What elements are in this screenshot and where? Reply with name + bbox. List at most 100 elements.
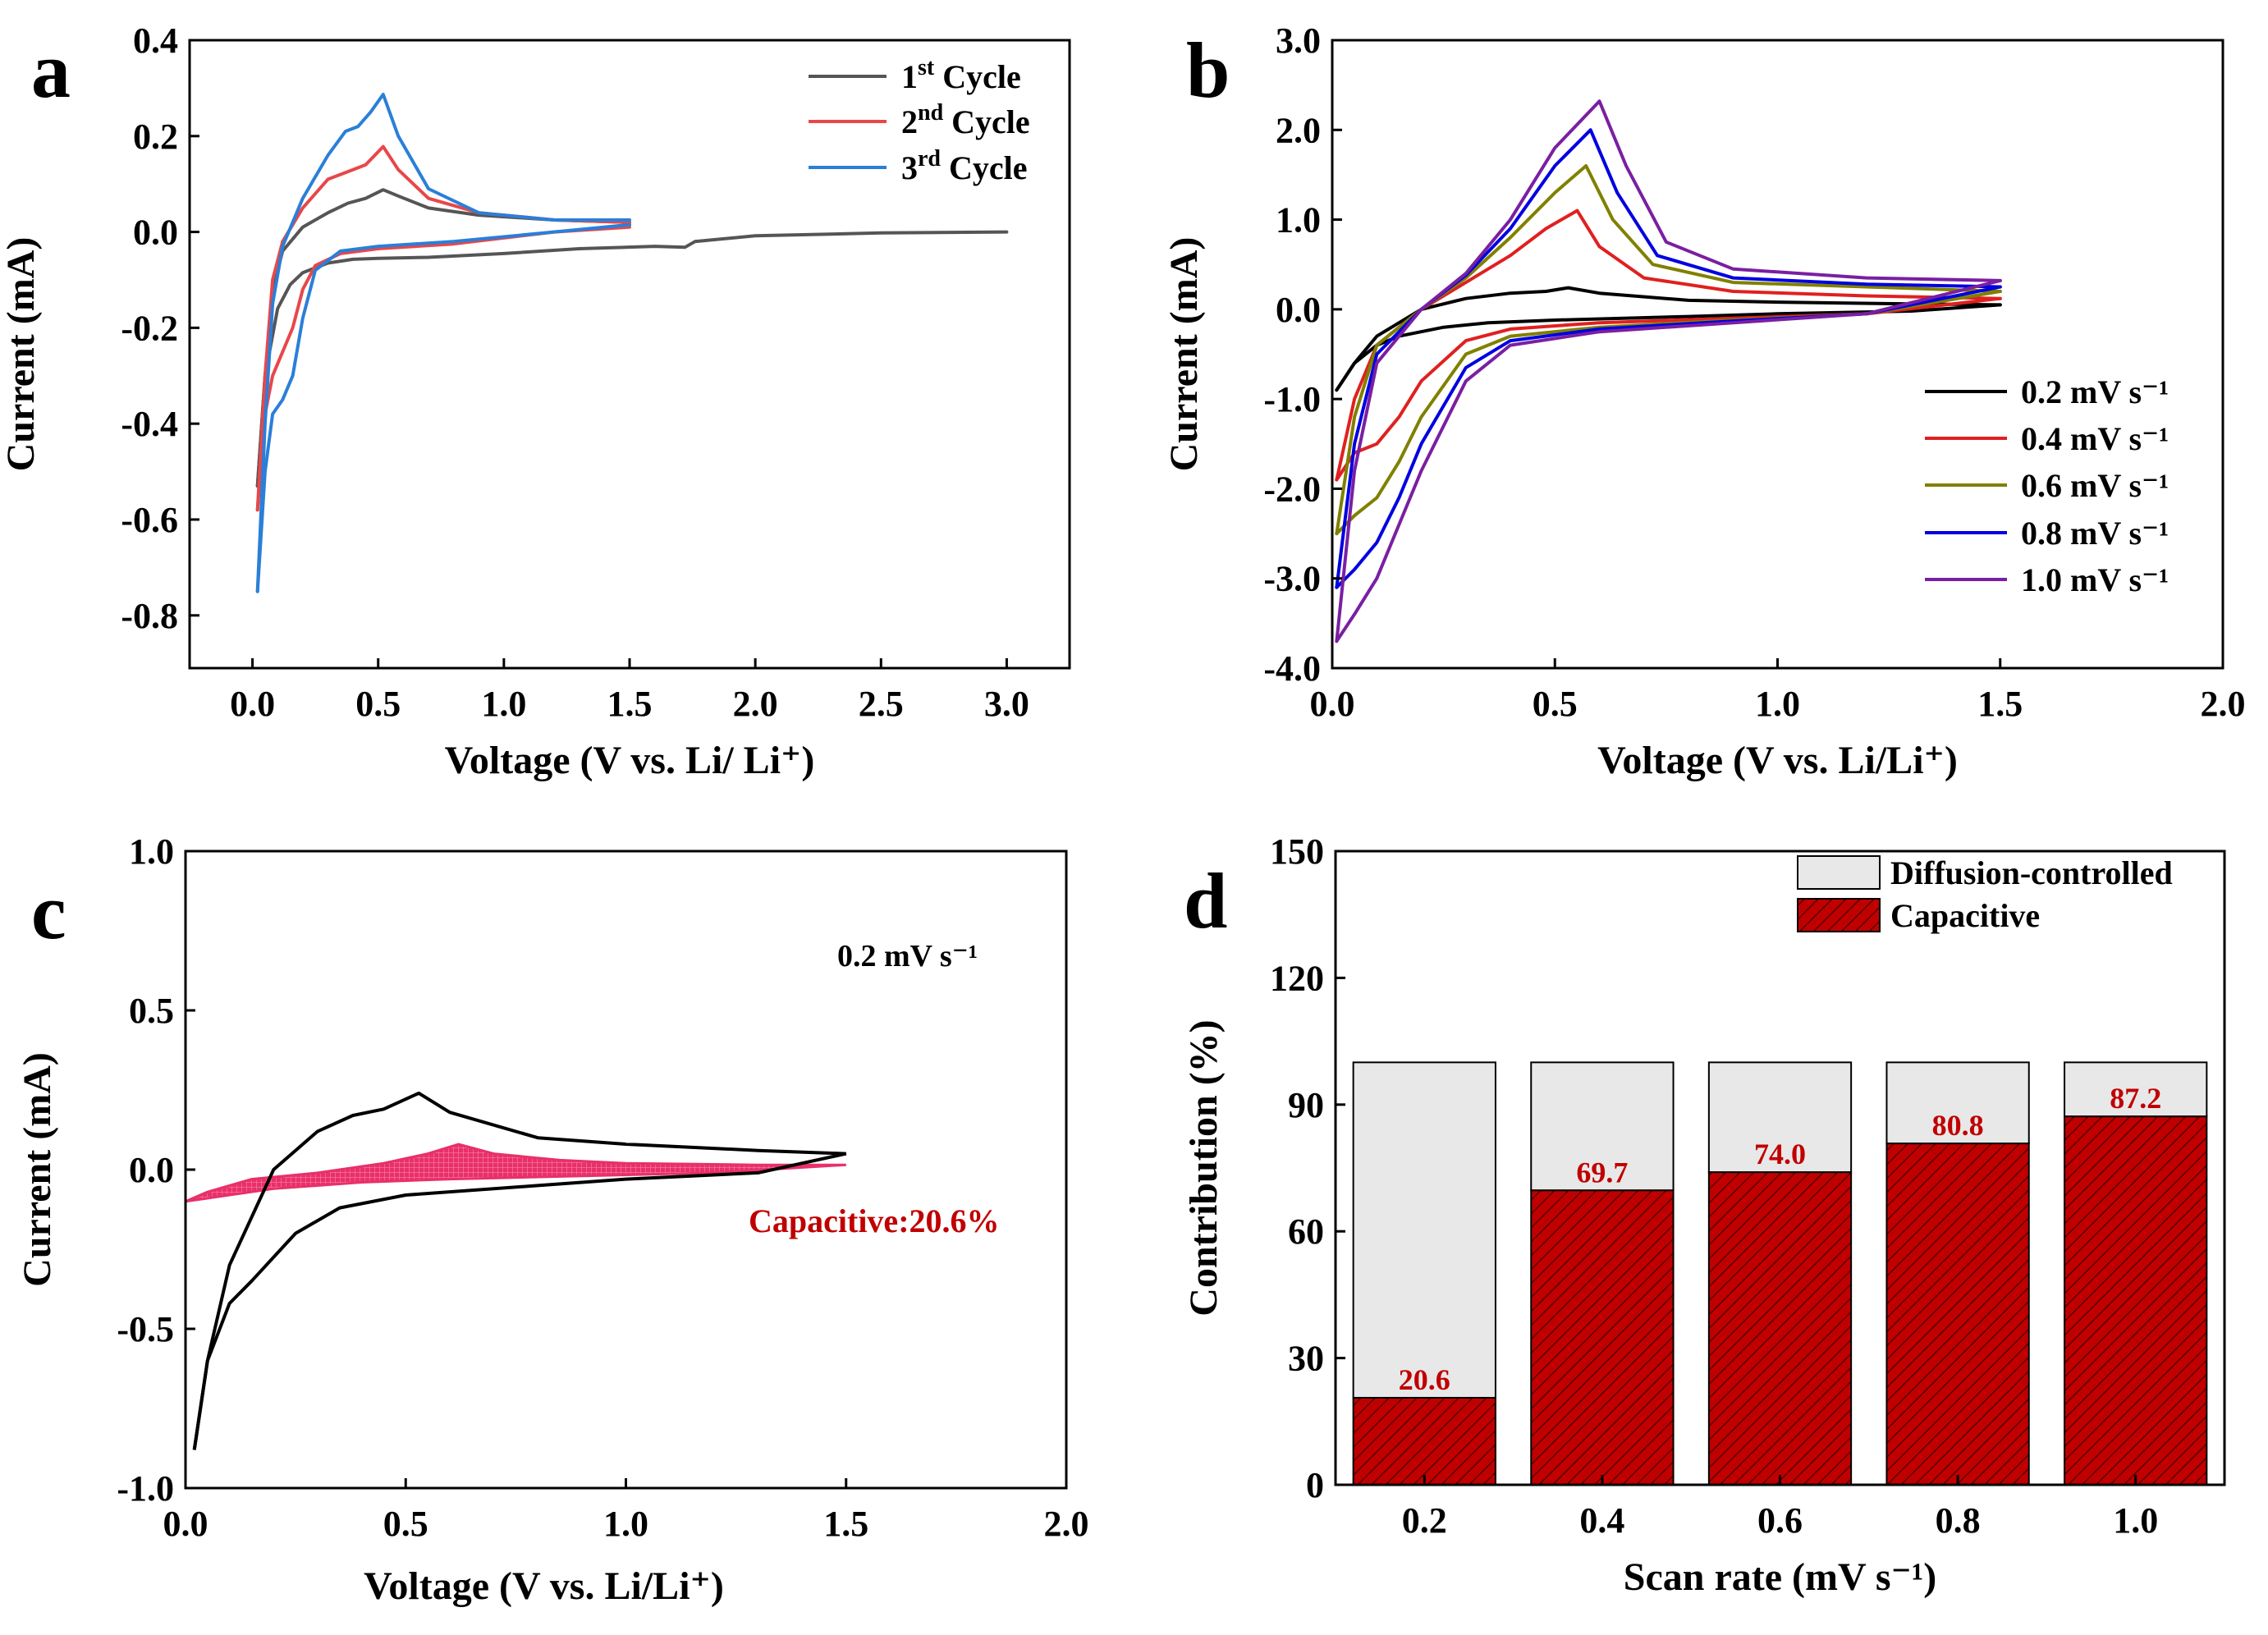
panel-b-ytick-label: 2.0 <box>1276 110 1321 150</box>
panel-d-legend: Diffusion-controlled Capacitive <box>1797 854 2173 934</box>
panel-c-y-axis-title: Current (mA) <box>16 1052 59 1287</box>
panel-a-frame <box>188 39 1071 670</box>
legend-label-rate-0.6: 0.6 mV s⁻¹ <box>2021 467 2169 504</box>
panel-a-ytick-label: -0.2 <box>121 308 178 348</box>
panel-a-series-3rd-cycle <box>255 222 631 593</box>
panel-c-xtick-label: 1.0 <box>603 1504 648 1544</box>
panel-a-xtick-label: 2.5 <box>859 684 904 724</box>
panel-c-axes: 0.0 0.5 1.0 1.5 2.0 1.0 0.5 0.0 -0.5 -1.0 Voltage … <box>16 831 1089 1608</box>
panel-b-series-0-8-mv-s-upper <box>1335 128 2002 589</box>
panel-c-ytick-label: -1.0 <box>117 1468 174 1509</box>
panel-a-ytick-label: 0.2 <box>133 117 178 157</box>
panel-a-ytick-label: -0.4 <box>121 404 178 444</box>
panel-label-d: d <box>1184 857 1227 945</box>
panel-b-chart: 0.0 0.5 1.0 1.5 2.0 3.0 2.0 1.0 0.0 -1.0 -2.0 -3.0 -… <box>1162 21 2246 782</box>
panel-b-ytick-label: -3.0 <box>1263 559 1321 599</box>
panel-c-capacitive-area <box>185 1143 846 1203</box>
bar-data-label-0-8: 80.8 <box>1932 1109 1984 1142</box>
panel-d-ytick-label: 150 <box>1270 831 1324 872</box>
panel-b-series-1-0-mv-s-lower <box>1335 278 2002 643</box>
panel-b-ytick-label: 3.0 <box>1276 21 1321 61</box>
panel-a-ytick-label: -0.6 <box>121 500 178 540</box>
panel-a-axes: 0.0 0.5 1.0 1.5 2.0 2.5 3.0 0.4 0.2 0.0 -0.2 -0.4 -0… <box>0 21 1071 782</box>
panel-a-series-3rd-cycle-return <box>255 93 631 593</box>
legend-label-1st-cycle: 1st Cycle <box>901 55 1021 95</box>
legend-label-rate-0.4: 0.4 mV s⁻¹ <box>2021 420 2169 457</box>
panel-c-ytick-label: 1.0 <box>129 831 174 872</box>
panel-b-axes: 0.0 0.5 1.0 1.5 2.0 3.0 2.0 1.0 0.0 -1.0 -2.0 -3.0 -… <box>1162 21 2246 782</box>
panel-d-x-axis-title: Scan rate (mV s⁻¹) <box>1624 1555 1936 1599</box>
bar-data-label-0-6: 74.0 <box>1754 1138 1806 1170</box>
panel-a-ytick-label: -0.8 <box>121 596 178 636</box>
panel-c-xtick-label: 0.0 <box>163 1504 208 1544</box>
legend-label-rate-1.0: 1.0 mV s⁻¹ <box>2021 561 2169 598</box>
panel-c-x-axis-title: Voltage (V vs. Li/Li⁺) <box>364 1564 724 1608</box>
panel-b-xtick-label: 2.0 <box>2201 684 2246 724</box>
panel-c-xtick-label: 0.5 <box>383 1504 428 1544</box>
bar-capacitive-0-2 <box>1352 1396 1496 1486</box>
legend-label-capacitive: Capacitive <box>1890 897 2040 934</box>
panel-c-capacitive-annotation: Capacitive:20.6% <box>749 1202 1000 1239</box>
bar-data-label-0-2: 20.6 <box>1399 1363 1450 1396</box>
panel-label-a: a <box>31 26 71 114</box>
panel-d-chart: 20.6 69.7 74.0 80.8 87.2 0.2 0.4 0.6 0.8 1.0 0 30 6… <box>1182 831 2226 1599</box>
panel-d-ytick-label: 30 <box>1288 1339 1324 1379</box>
panel-d-ytick-label: 60 <box>1288 1211 1324 1252</box>
panel-b-series-0-6-mv-s-upper <box>1335 164 2002 536</box>
panel-d-xtick-label: 0.8 <box>1936 1500 1981 1541</box>
panel-b-ytick-label: 1.0 <box>1276 200 1321 240</box>
panel-b-ytick-label: -2.0 <box>1263 469 1321 509</box>
panel-d-ytick-label: 120 <box>1270 958 1324 998</box>
panel-d-frame <box>1334 850 2226 1486</box>
panel-d-xtick-label: 0.2 <box>1402 1500 1447 1541</box>
panel-a-series-2nd-cycle <box>255 225 631 512</box>
panel-a-y-axis-title: Current (mA) <box>0 237 43 472</box>
panel-d-xtick-label: 1.0 <box>2113 1500 2158 1541</box>
bar-capacitive-1-0 <box>2064 1115 2208 1486</box>
panel-label-c: c <box>31 868 66 955</box>
legend-label-2nd-cycle: 2nd Cycle <box>901 100 1030 140</box>
panel-b-x-axis-title: Voltage (V vs. Li/Li⁺) <box>1597 739 1958 782</box>
panel-label-b: b <box>1186 26 1230 114</box>
panel-a-xtick-label: 2.0 <box>733 684 778 724</box>
panel-a-x-axis-title: Voltage (V vs. Li/ Li⁺) <box>445 739 815 782</box>
panel-d-ytick-label: 0 <box>1306 1465 1324 1505</box>
panel-d-bars: 20.6 69.7 74.0 80.8 87.2 <box>1352 1061 2208 1486</box>
panel-c-scan-rate-annotation: 0.2 mV s⁻¹ <box>837 939 978 973</box>
panel-c-chart: 0.0 0.5 1.0 1.5 2.0 1.0 0.5 0.0 -0.5 -1.0 Voltage … <box>16 831 1089 1608</box>
panel-b-ytick-label: -4.0 <box>1263 648 1321 689</box>
legend-label-rate-0.2: 0.2 mV s⁻¹ <box>2021 373 2169 410</box>
panel-a-ytick-label: 0.0 <box>133 213 178 253</box>
panel-b-ytick-label: 0.0 <box>1276 290 1321 330</box>
panel-b-series-0-8-mv-s-lower <box>1335 285 2002 589</box>
bar-data-label-0-4: 69.7 <box>1576 1156 1628 1188</box>
panel-d-y-axis-title: Contribution (%) <box>1182 1019 1226 1316</box>
panel-b-series-0-2-mv-s-lower <box>1335 303 2002 392</box>
panel-b-series-1-0-mv-s-upper <box>1335 99 2002 643</box>
panel-c-xtick-label: 1.5 <box>823 1504 868 1544</box>
legend-label-3rd-cycle: 3rd Cycle <box>901 146 1028 186</box>
panel-b-xtick-label: 1.0 <box>1755 684 1800 724</box>
panel-a-xtick-label: 0.5 <box>355 684 401 724</box>
panel-c-xtick-label: 2.0 <box>1044 1504 1089 1544</box>
bar-capacitive-0-6 <box>1707 1171 1853 1486</box>
panel-c-series-measured-lower <box>192 1152 847 1450</box>
bar-diffusion-0-2 <box>1352 1061 1496 1399</box>
bar-capacitive-0-4 <box>1530 1189 1675 1486</box>
legend-swatch-diffusion <box>1797 855 1881 890</box>
panel-a-legend: 1st Cycle 2nd Cycle 3rd Cycle <box>809 55 1030 186</box>
panel-b-xtick-label: 1.5 <box>1977 684 2023 724</box>
panel-a-series <box>255 93 1009 593</box>
panel-c-series <box>185 1091 847 1450</box>
panel-c-ytick-label: 0.0 <box>129 1150 174 1190</box>
panel-b-series-0-2-mv-s-upper <box>1335 286 2002 392</box>
panel-a-series-2nd-cycle-return <box>255 144 631 512</box>
bar-capacitive-0-8 <box>1885 1143 2030 1486</box>
panel-a-ytick-label: 0.4 <box>133 21 178 61</box>
panel-d-xtick-label: 0.6 <box>1757 1500 1803 1541</box>
legend-label-rate-0.8: 0.8 mV s⁻¹ <box>2021 515 2169 552</box>
panel-d-ytick-label: 90 <box>1288 1085 1324 1125</box>
panel-c-ytick-label: 0.5 <box>129 991 174 1031</box>
legend-label-diffusion: Diffusion-controlled <box>1890 854 2173 891</box>
